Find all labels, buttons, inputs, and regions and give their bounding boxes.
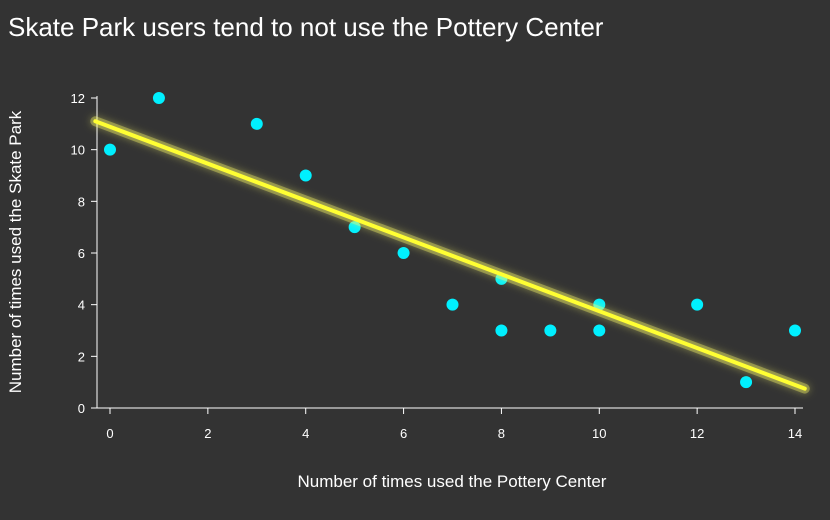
- trend-line: [93, 119, 807, 391]
- data-point-11: [593, 324, 606, 337]
- y-tick-label-6: 6: [78, 246, 85, 261]
- y-tick-label-8: 8: [78, 194, 85, 209]
- x-tick-label-6: 6: [400, 426, 407, 441]
- y-tick-label-12: 12: [71, 91, 85, 106]
- data-point-5: [397, 247, 410, 259]
- trend-line-group: [90, 116, 810, 394]
- y-tick-label-4: 4: [78, 298, 85, 313]
- axes: 0 2 4 6 8 10 12 0 2 4 6 8 10 12 14: [71, 91, 803, 441]
- data-point-2: [250, 117, 263, 130]
- data-point-6: [446, 298, 459, 311]
- x-tick-label-2: 2: [204, 426, 211, 441]
- x-tick-label-8: 8: [498, 426, 505, 441]
- x-tick-label-10: 10: [592, 426, 606, 441]
- y-tick-label-2: 2: [78, 349, 85, 364]
- y-axis-title: Number of times used the Skate Park: [6, 110, 25, 393]
- chart-title: Skate Park users tend to not use the Pot…: [8, 12, 604, 42]
- y-tick-label-0: 0: [78, 401, 85, 416]
- x-tick-label-12: 12: [690, 426, 704, 441]
- data-point-1: [152, 92, 165, 104]
- x-tick-label-4: 4: [302, 426, 309, 441]
- data-point-8: [495, 324, 508, 337]
- data-point-14: [789, 324, 801, 337]
- x-tick-label-14: 14: [788, 426, 802, 441]
- x-axis-title: Number of times used the Pottery Center: [298, 472, 607, 491]
- data-point-9: [544, 324, 557, 337]
- x-tick-label-0: 0: [106, 426, 113, 441]
- y-tick-label-10: 10: [71, 143, 85, 158]
- data-point-12: [691, 298, 704, 311]
- data-point-3: [299, 169, 312, 182]
- data-point-13: [740, 376, 753, 389]
- data-point-0: [104, 143, 116, 156]
